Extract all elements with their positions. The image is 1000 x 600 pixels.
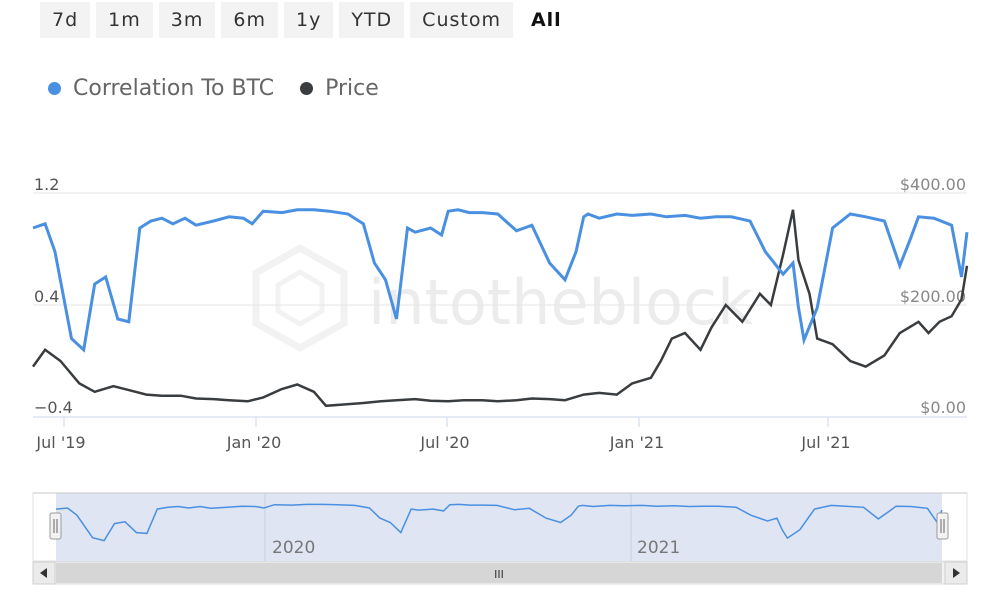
x-tick-label: Jan '21 [609,433,665,452]
x-axis-ticks [63,417,829,427]
y-left-tick-label: −0.4 [34,398,73,417]
navigator-year-label: 2021 [637,538,680,558]
legend-item-price[interactable]: Price [300,76,379,101]
y-left-tick-label: 1.2 [34,175,59,194]
legend-dot-correlation [48,82,61,95]
scroll-left-arrow-icon [40,568,47,578]
left-handle-grip[interactable] [49,512,62,540]
price-series-line [31,209,969,408]
range-7d-button[interactable]: 7d [40,2,91,38]
watermark-logo [252,243,348,353]
navigator-left-handle[interactable] [49,512,62,540]
range-ytd-button[interactable]: YTD [339,2,405,38]
x-tick-label: Jul '21 [800,433,850,452]
scrollbar-grip-icon: III [494,568,504,581]
x-tick-label: Jul '19 [35,433,85,452]
legend-label-price: Price [325,76,379,101]
x-tick-label: Jul '20 [419,433,469,452]
scrollbar-thumb[interactable] [56,563,942,583]
x-tick-label: Jan '20 [226,433,282,452]
range-6m-button[interactable]: 6m [221,2,278,38]
legend-dot-price [300,82,314,95]
legend-label-correlation: Correlation To BTC [73,76,275,101]
scrollbar[interactable]: III [32,561,968,585]
navigator-year-label: 2020 [272,538,315,558]
navigator-series-line [55,503,943,542]
navigator-right-handle[interactable] [936,512,949,540]
legend-item-correlation[interactable]: Correlation To BTC [48,76,274,101]
y-right-tick-label: $400.00 [900,175,966,194]
y-right-tick-label: $0.00 [920,398,966,417]
range-1m-button[interactable]: 1m [96,2,153,38]
chart-legend: Correlation To BTC Price [48,76,379,101]
navigator: 2020 2021 [32,492,968,562]
y-right-tick-label: $200.00 [900,287,966,306]
navigator-selection[interactable] [56,493,942,561]
range-1y-button[interactable]: 1y [283,2,334,38]
right-handle-grip[interactable] [936,512,949,540]
y-left-tick-label: 0.4 [34,287,59,306]
range-3m-button[interactable]: 3m [158,2,216,38]
correlation-series-line [32,208,969,353]
range-selector: 7d 1m 3m 6m 1y YTD Custom All [40,2,574,38]
range-all-button[interactable]: All [518,2,574,38]
scroll-right-arrow-icon [953,568,960,578]
range-custom-button[interactable]: Custom [410,2,513,38]
watermark-text: intotheblock [368,266,753,339]
